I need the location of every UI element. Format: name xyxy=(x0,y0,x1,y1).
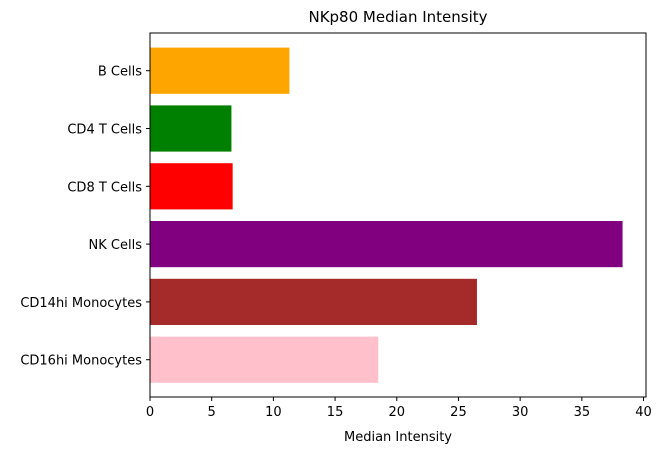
x-tick-label: 20 xyxy=(388,405,405,420)
y-tick-label: CD8 T Cells xyxy=(67,180,142,195)
y-tick-label: CD14hi Monocytes xyxy=(20,296,142,311)
bar xyxy=(150,47,290,94)
bar xyxy=(150,105,232,152)
bar xyxy=(150,278,477,325)
bar xyxy=(150,163,233,210)
x-tick-label: 0 xyxy=(146,405,154,420)
bars-layer xyxy=(150,47,623,383)
y-tick-label: NK Cells xyxy=(89,238,143,253)
x-tick-label: 30 xyxy=(512,405,529,420)
x-axis-label: Median Intensity xyxy=(344,430,452,445)
x-tick-label: 15 xyxy=(327,405,344,420)
chart-title: NKp80 Median Intensity xyxy=(308,8,487,26)
bar xyxy=(150,221,623,268)
x-tick-label: 5 xyxy=(208,405,216,420)
x-tick-label: 25 xyxy=(450,405,467,420)
plot-frame xyxy=(149,32,647,398)
y-tick-label: CD4 T Cells xyxy=(67,123,142,138)
axes-layer: B Cells CD4 T Cells CD8 T Cells NK Cells CD1… xyxy=(20,32,652,420)
bar xyxy=(150,336,379,383)
y-tick-label: B Cells xyxy=(98,65,142,80)
x-tick-label: 10 xyxy=(265,405,282,420)
x-tick-label: 40 xyxy=(635,405,652,420)
x-tick-label: 35 xyxy=(574,405,591,420)
y-tick-label: CD16hi Monocytes xyxy=(20,354,142,369)
